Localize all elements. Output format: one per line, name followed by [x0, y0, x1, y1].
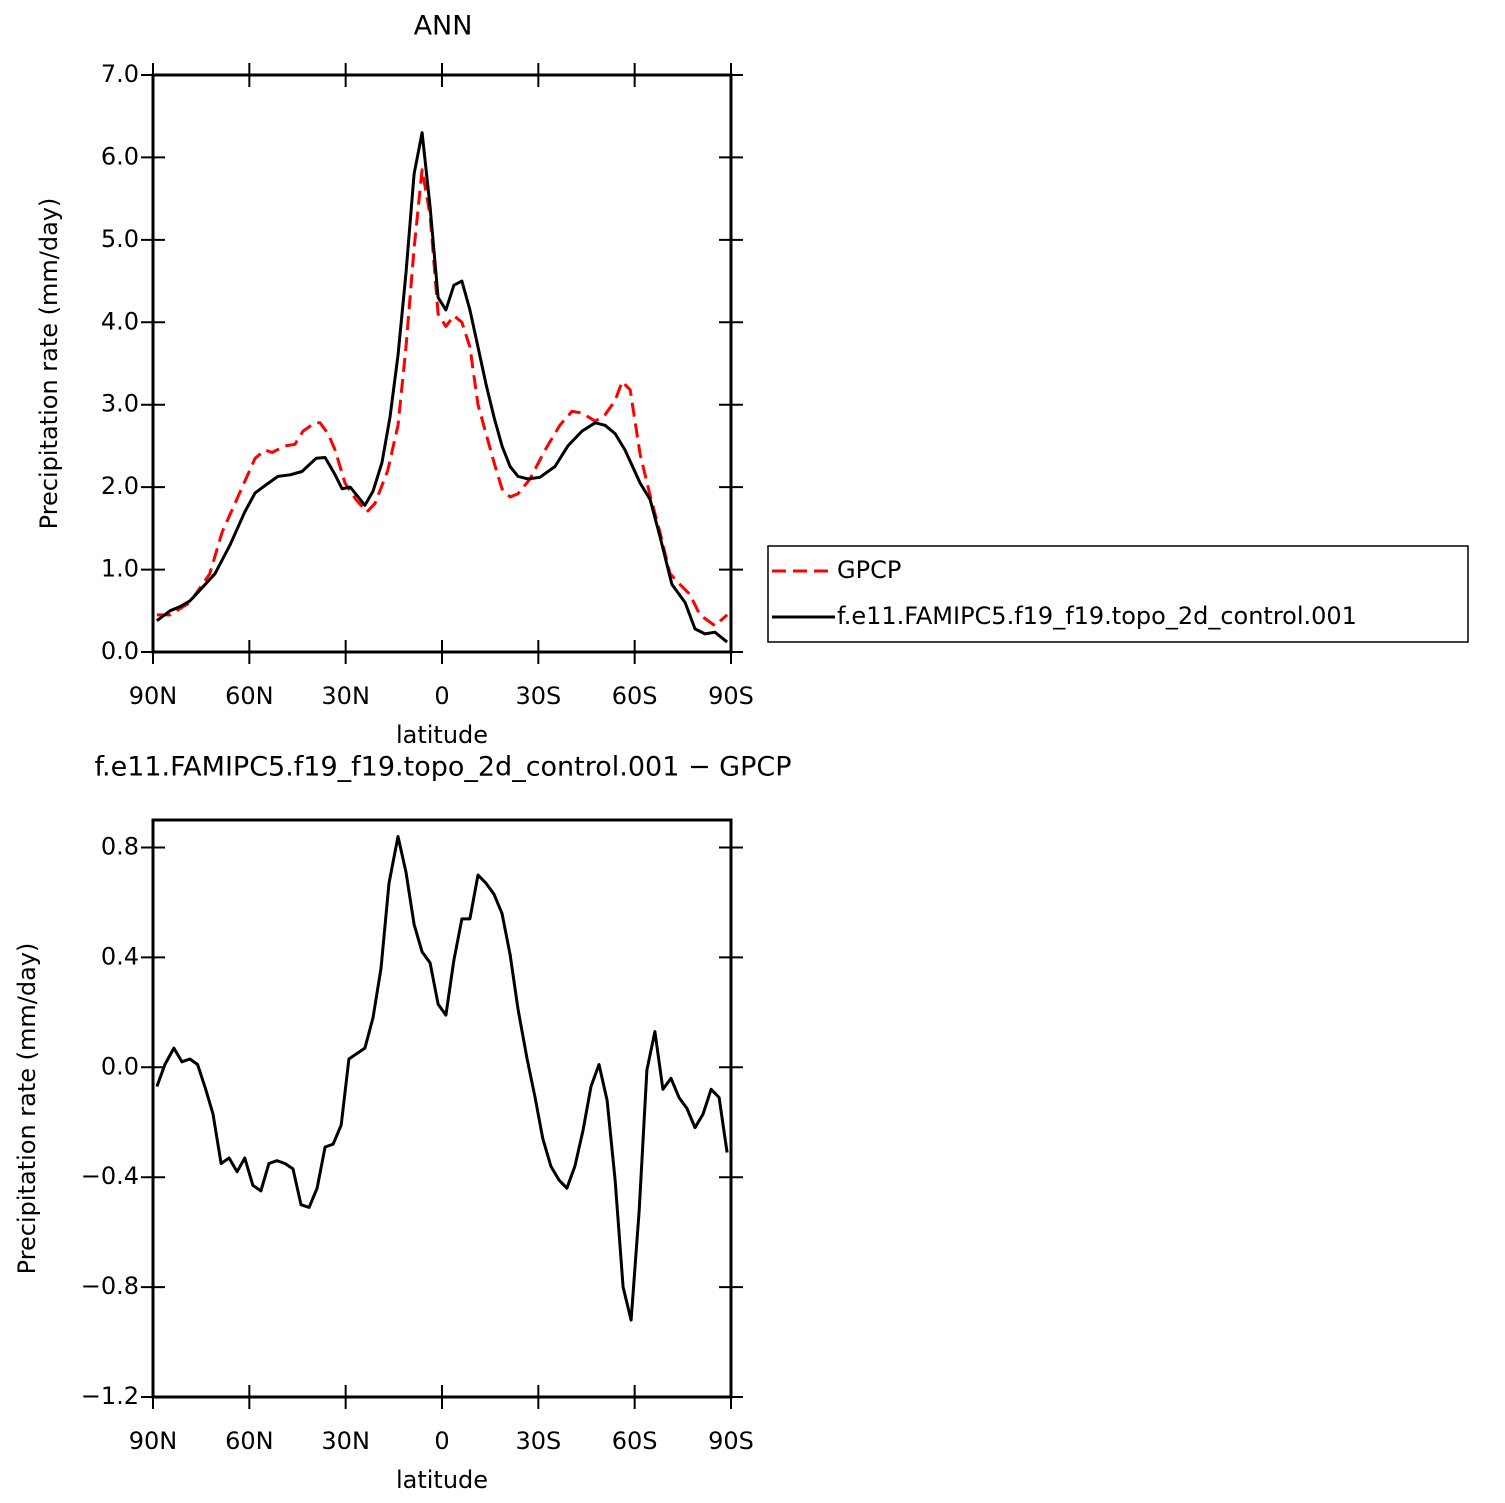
chart-title: ANN [414, 11, 473, 42]
y-tick-label: 1.0 [101, 555, 139, 583]
data-line [155, 835, 729, 1322]
y-tick-label: 0.0 [101, 637, 139, 665]
x-tick-label: 90N [129, 1427, 178, 1455]
data-line [156, 168, 729, 628]
y-tick-label: 0.8 [101, 832, 139, 860]
x-tick-label: 30S [515, 682, 561, 710]
x-tick-label: 90N [129, 682, 178, 710]
y-tick-label: 4.0 [101, 307, 139, 335]
y-tick-label: 5.0 [101, 225, 139, 253]
y-tick-label: 7.0 [101, 60, 139, 88]
plot-frame [151, 818, 733, 1399]
legend-label: f.e11.FAMIPC5.f19_f19.topo_2d_control.00… [837, 602, 1357, 630]
x-tick-label: 0 [434, 1427, 449, 1455]
y-axis-label: Precipitation rate (mm/day) [35, 198, 63, 530]
x-axis-label: latitude [396, 1466, 488, 1494]
x-tick-label: 90S [708, 682, 754, 710]
x-tick-label: 60N [225, 682, 274, 710]
x-tick-label: 0 [434, 682, 449, 710]
y-tick-label: −0.8 [81, 1272, 139, 1300]
x-tick-label: 90S [708, 1427, 754, 1455]
x-axis-label: latitude [396, 721, 488, 749]
chart-title: f.e11.FAMIPC5.f19_f19.topo_2d_control.00… [94, 752, 791, 783]
x-tick-label: 30S [515, 1427, 561, 1455]
y-tick-label: 0.0 [101, 1052, 139, 1080]
y-tick-label: 3.0 [101, 390, 139, 418]
y-tick-label: 6.0 [101, 142, 139, 170]
y-tick-label: −1.2 [81, 1382, 139, 1410]
y-tick-label: 0.4 [101, 942, 139, 970]
plot-frame [151, 73, 733, 654]
x-tick-label: 60S [612, 682, 658, 710]
x-tick-label: 30N [321, 1427, 370, 1455]
y-tick-label: 2.0 [101, 472, 139, 500]
legend-box [767, 545, 1469, 643]
x-tick-label: 30N [321, 682, 370, 710]
x-tick-label: 60N [225, 1427, 274, 1455]
data-line [155, 131, 729, 644]
y-axis-label: Precipitation rate (mm/day) [13, 943, 41, 1275]
legend-label: GPCP [837, 556, 901, 584]
x-tick-label: 60S [612, 1427, 658, 1455]
y-tick-label: −0.4 [81, 1162, 139, 1190]
